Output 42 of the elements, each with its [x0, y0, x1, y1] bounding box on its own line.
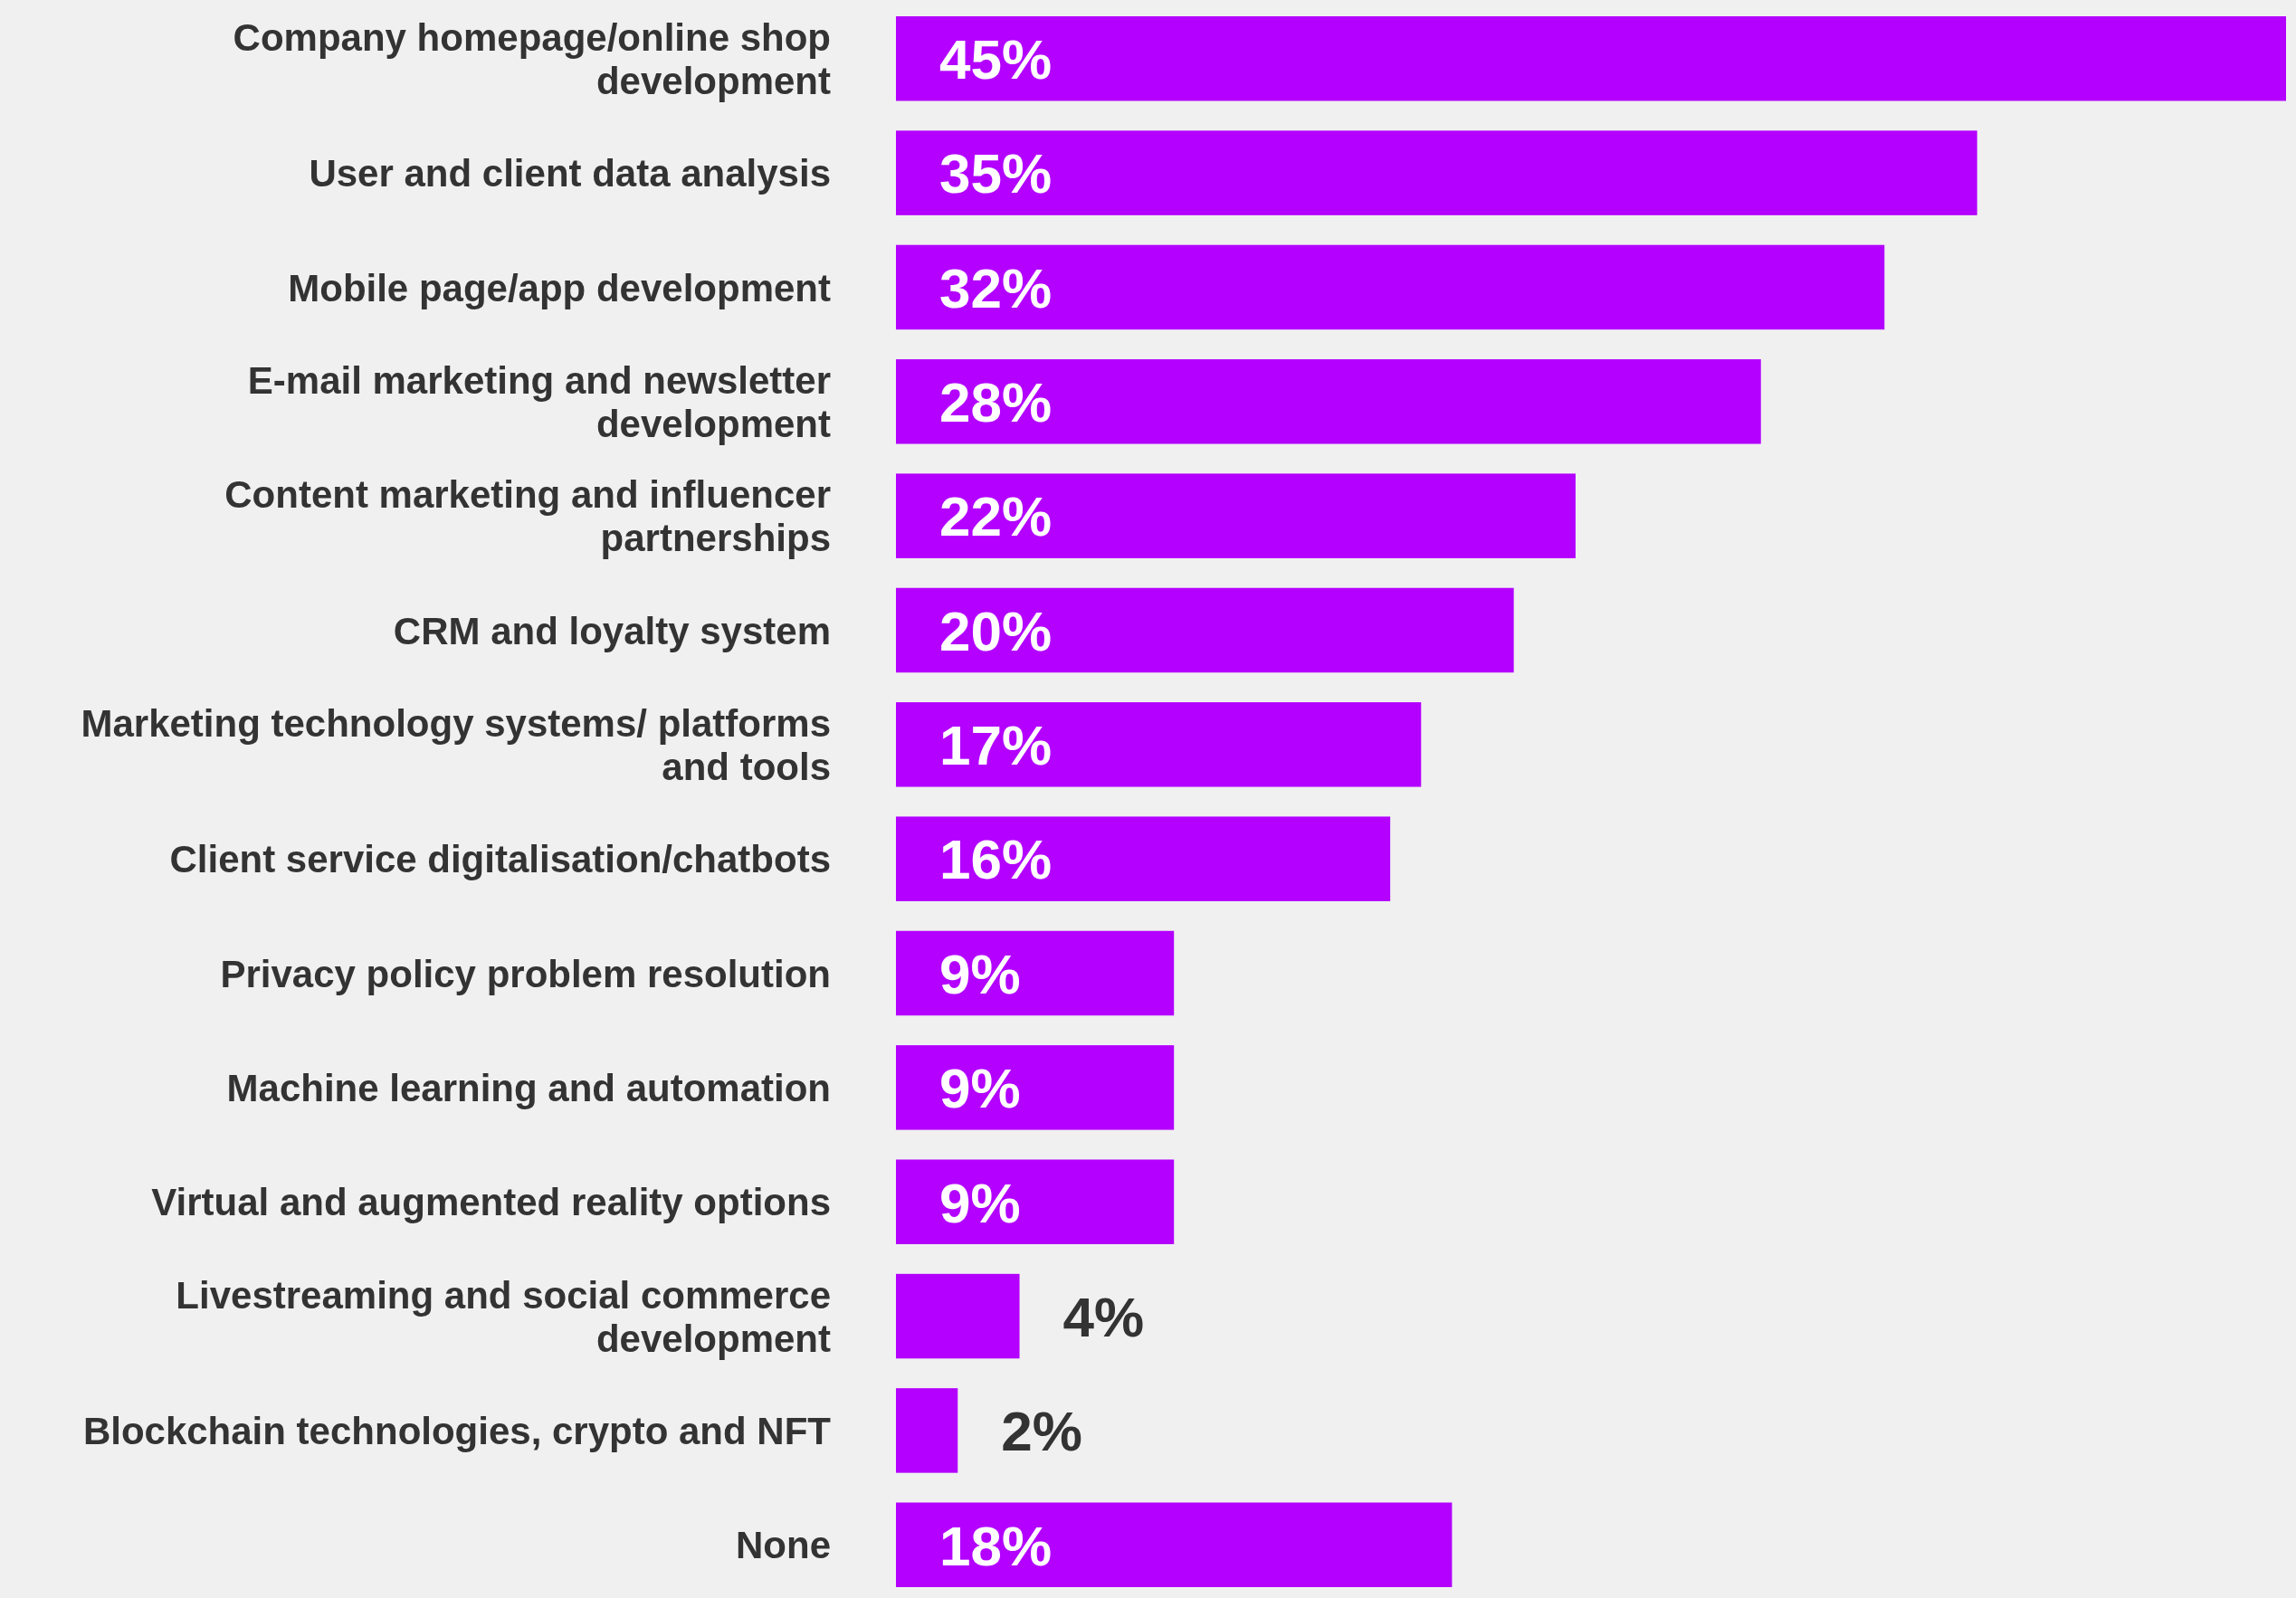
bar: [896, 1502, 1453, 1587]
y-tick-label: Client service digitalisation/chatbots: [169, 838, 831, 881]
data-label: 35%: [939, 142, 1053, 205]
data-label: 17%: [939, 714, 1053, 777]
bar: [896, 1045, 1175, 1130]
data-label: 9%: [939, 942, 1021, 1005]
data-label: 16%: [939, 828, 1053, 891]
data-label: 2%: [1001, 1400, 1082, 1463]
y-tick-label: Mobile page/app development: [288, 266, 831, 309]
bar: [896, 930, 1175, 1016]
y-tick-label: CRM and loyalty system: [393, 609, 831, 652]
y-tick-label: None: [736, 1524, 831, 1567]
y-tick-label: Blockchain technologies, crypto and NFT: [82, 1410, 832, 1453]
data-label: 45%: [939, 28, 1053, 91]
y-tick-label: Livestreaming and social commerce development: [176, 1273, 832, 1360]
data-label: 4%: [1062, 1285, 1145, 1348]
y-tick-label: Marketing technology systems/ platforms and tools: [81, 701, 831, 788]
y-tick-label: Content marketing and influencer partnerships: [224, 473, 831, 560]
bar: [896, 244, 1885, 330]
y-tick-label: User and client data analysis: [309, 152, 831, 195]
bar: [896, 1159, 1175, 1244]
y-tick-label: E-mail marketing and newsletter development: [247, 358, 832, 445]
bar: [896, 587, 1514, 673]
bar: [896, 473, 1576, 558]
data-label: 9%: [939, 1057, 1021, 1120]
bar: [896, 130, 1977, 215]
data-label: 20%: [939, 599, 1053, 662]
bar: [896, 1388, 958, 1473]
y-tick-label: Company homepage/online shop development: [233, 15, 832, 102]
y-tick-label: Machine learning and automation: [226, 1066, 831, 1109]
bar: [896, 816, 1391, 901]
bar: [896, 16, 2286, 101]
y-tick-label: Privacy policy problem resolution: [220, 952, 831, 995]
data-label: 18%: [939, 1514, 1053, 1577]
data-label: 9%: [939, 1171, 1021, 1234]
bar: [896, 702, 1422, 787]
y-tick-label: Virtual and augmented reality options: [151, 1181, 831, 1224]
data-label: 28%: [939, 371, 1053, 434]
bar: [896, 1273, 1020, 1359]
data-label: 22%: [939, 485, 1053, 548]
data-label: 32%: [939, 256, 1053, 319]
bar: [896, 359, 1761, 444]
